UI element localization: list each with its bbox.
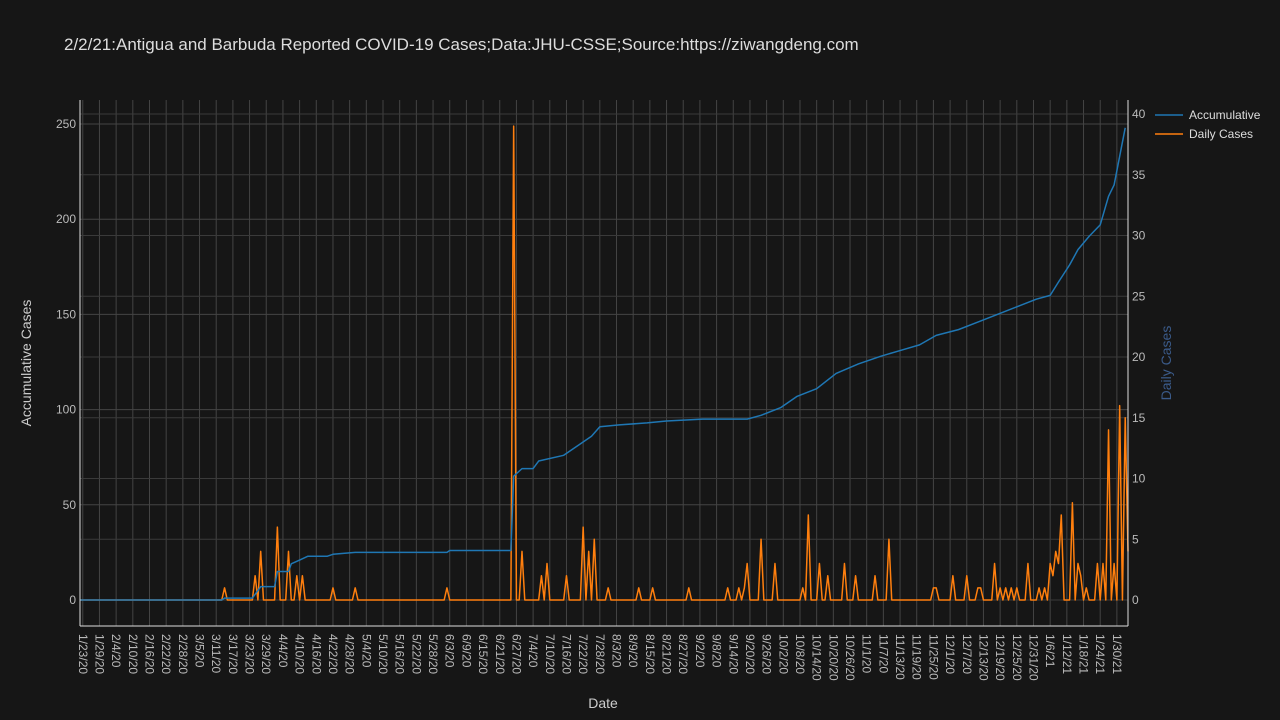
x-tick-label: 11/25/20 [926, 634, 940, 680]
x-tick-label: 1/6/21 [1043, 634, 1057, 668]
y2-tick-label: 30 [1132, 229, 1146, 243]
legend-label-accumulative: Accumulative [1189, 108, 1261, 122]
x-tick-label: 3/17/20 [226, 634, 240, 674]
series-line-accumulative [80, 127, 1126, 601]
x-tick-label: 8/3/20 [610, 634, 624, 668]
x-tick-label: 3/11/20 [209, 634, 223, 673]
y2-tick-label: 35 [1132, 168, 1146, 182]
x-tick-label: 5/16/20 [393, 634, 407, 674]
x-tick-label: 6/3/20 [443, 634, 457, 668]
x-tick-label: 6/21/20 [493, 634, 507, 674]
x-tick-label: 11/13/20 [893, 634, 907, 680]
x-tick-label: 7/22/20 [576, 634, 590, 674]
x-tick-label: 10/2/20 [776, 634, 790, 674]
y-tick-label: 200 [56, 212, 76, 226]
x-tick-label: 1/12/21 [1060, 634, 1074, 674]
x-tick-label: 11/7/20 [876, 634, 890, 673]
x-tick-label: 2/22/20 [159, 634, 173, 674]
x-tick-label: 4/28/20 [343, 634, 357, 674]
x-tick-label: 2/16/20 [142, 634, 156, 674]
x-tick-label: 10/20/20 [826, 634, 840, 681]
x-tick-label: 12/7/20 [960, 634, 974, 674]
y2-tick-label: 40 [1132, 107, 1146, 121]
x-tick-label: 2/28/20 [176, 634, 190, 674]
series-layer [80, 125, 1129, 601]
y2-tick-label: 20 [1132, 350, 1146, 364]
y2-axis-title: Daily Cases [1158, 326, 1174, 401]
y-tick-label: 0 [69, 593, 76, 607]
x-tick-label: 2/4/20 [109, 634, 123, 668]
x-tick-label: 12/31/20 [1026, 634, 1040, 681]
x-tick-label: 8/15/20 [643, 634, 657, 674]
x-tick-label: 1/29/20 [92, 634, 106, 674]
x-tick-label: 4/16/20 [309, 634, 323, 674]
x-tick-label: 8/9/20 [626, 634, 640, 668]
x-tick-label: 11/1/20 [860, 634, 874, 673]
x-tick-label: 12/25/20 [1010, 634, 1024, 681]
y-tick-label: 250 [56, 117, 76, 131]
x-tick-label: 1/30/21 [1110, 634, 1124, 674]
x-tick-label: 5/4/20 [359, 634, 373, 668]
x-tick-label: 4/4/20 [276, 634, 290, 668]
x-tick-label: 9/8/20 [710, 634, 724, 668]
chart-title: 2/2/21:Antigua and Barbuda Reported COVI… [64, 35, 859, 54]
y-axis-title: Accumulative Cases [18, 300, 34, 427]
x-tick-label: 5/28/20 [426, 634, 440, 674]
x-axis-title: Date [588, 695, 618, 711]
x-tick-label: 7/10/20 [543, 634, 557, 674]
x-tick-label: 11/19/20 [910, 634, 924, 680]
x-tick-label: 8/21/20 [660, 634, 674, 674]
y2-tick-label: 15 [1132, 411, 1146, 425]
y2-tick-label: 25 [1132, 289, 1146, 303]
x-tick-label: 6/27/20 [509, 634, 523, 674]
x-tick-label: 6/9/20 [459, 634, 473, 668]
x-tick-label: 6/15/20 [476, 634, 490, 674]
x-tick-label: 9/20/20 [743, 634, 757, 674]
x-tick-label: 9/14/20 [726, 634, 740, 674]
x-tick-label: 4/22/20 [326, 634, 340, 674]
x-tick-label: 7/28/20 [593, 634, 607, 674]
x-tick-label: 10/26/20 [843, 634, 857, 681]
axes: 1/23/20 1/29/20 2/4/20 2/10/20 2/16/20 2/22/2… [56, 100, 1146, 681]
x-tick-label: 9/2/20 [693, 634, 707, 668]
y2-tick-label: 5 [1132, 532, 1139, 546]
x-tick-label: 1/24/21 [1093, 634, 1107, 674]
x-tick-label: 10/8/20 [793, 634, 807, 674]
legend: Accumulative Daily Cases [1155, 108, 1261, 141]
x-tick-label: 1/23/20 [76, 634, 90, 674]
x-tick-label: 12/1/20 [943, 634, 957, 674]
x-tick-label: 4/10/20 [293, 634, 307, 674]
x-tick-label: 12/13/20 [976, 634, 990, 681]
x-tick-label: 3/29/20 [259, 634, 273, 674]
legend-label-daily: Daily Cases [1189, 127, 1253, 141]
x-tick-label: 8/27/20 [676, 634, 690, 674]
y-tick-label: 50 [63, 498, 77, 512]
y2-tick-label: 0 [1132, 593, 1139, 607]
x-tick-label: 2/10/20 [126, 634, 140, 674]
y2-tick-label: 10 [1132, 472, 1146, 486]
x-tick-label: 1/18/21 [1077, 634, 1091, 674]
grid [80, 100, 1128, 626]
x-tick-label: 7/16/20 [559, 634, 573, 674]
x-tick-label: 10/14/20 [810, 634, 824, 681]
x-tick-label: 3/23/20 [243, 634, 257, 674]
x-tick-label: 3/5/20 [193, 634, 207, 668]
y-tick-label: 100 [56, 403, 76, 417]
y-tick-label: 150 [56, 307, 76, 321]
x-tick-label: 5/10/20 [376, 634, 390, 674]
x-tick-label: 9/26/20 [760, 634, 774, 674]
x-tick-label: 7/4/20 [526, 634, 540, 668]
x-tick-label: 5/22/20 [409, 634, 423, 674]
series-line-daily [80, 125, 1129, 601]
x-tick-label: 12/19/20 [993, 634, 1007, 681]
